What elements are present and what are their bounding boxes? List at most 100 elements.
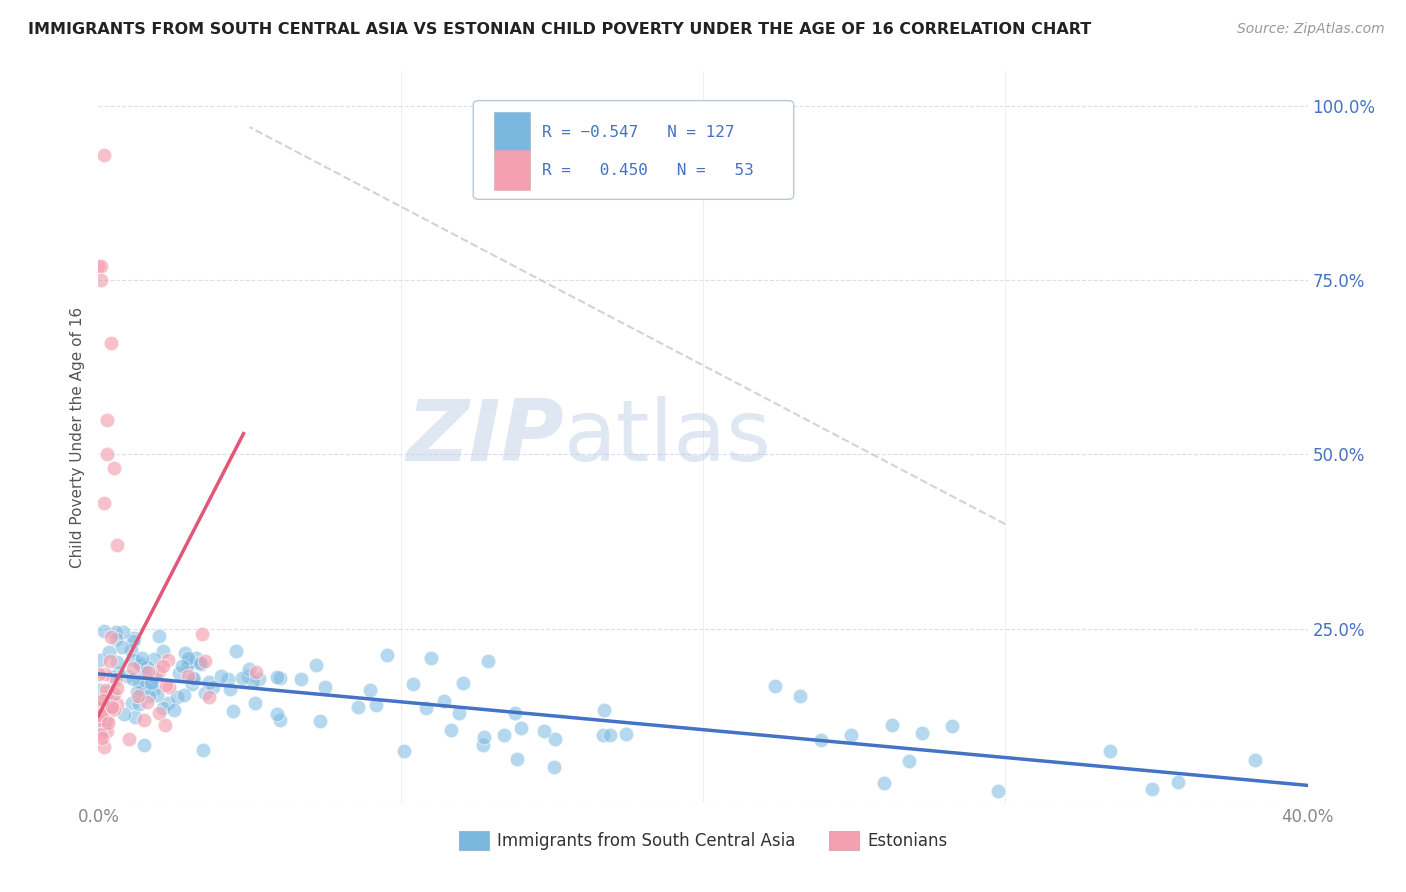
Point [93, 713, 115, 727]
Point [91, 700, 114, 714]
Point [104, 624, 127, 639]
Point [347, 699, 370, 714]
Point [128, 673, 150, 688]
Point [157, 653, 180, 667]
Point [193, 742, 215, 756]
Point [115, 668, 138, 682]
Point [94, 683, 117, 698]
Point [184, 651, 207, 665]
Point [198, 690, 221, 704]
Text: atlas: atlas [564, 395, 772, 479]
Point [1099, 744, 1122, 758]
Point [177, 651, 200, 665]
Point [290, 672, 312, 686]
Point [789, 690, 811, 704]
Point [217, 672, 239, 686]
Point [122, 653, 145, 667]
Y-axis label: Child Poverty Under the Age of 16: Child Poverty Under the Age of 16 [70, 307, 86, 567]
Point [146, 688, 169, 702]
Point [120, 642, 142, 657]
Point [104, 672, 127, 686]
Point [194, 654, 217, 668]
Point [433, 694, 456, 708]
Point [143, 652, 166, 666]
Point [451, 675, 474, 690]
Point [183, 673, 205, 687]
Point [447, 706, 470, 720]
Point [309, 714, 332, 728]
Point [90, 727, 112, 741]
Point [1167, 775, 1189, 789]
Point [98, 645, 121, 659]
Point [100, 630, 122, 644]
Point [89, 667, 111, 681]
Point [269, 713, 291, 727]
Point [188, 656, 211, 670]
Point [93, 740, 115, 755]
Point [375, 648, 398, 662]
Point [941, 719, 963, 733]
Point [112, 706, 135, 721]
Point [506, 752, 529, 766]
FancyBboxPatch shape [474, 101, 793, 200]
Point [191, 627, 214, 641]
Point [163, 703, 186, 717]
Point [93, 722, 115, 736]
Point [266, 706, 288, 721]
Point [219, 682, 242, 697]
Point [134, 665, 156, 680]
Point [509, 722, 531, 736]
Point [100, 336, 122, 351]
Point [121, 634, 143, 648]
Point [492, 728, 515, 742]
Point [366, 698, 388, 712]
Point [89, 699, 111, 714]
Point [143, 682, 166, 697]
Point [89, 683, 111, 698]
Point [304, 658, 326, 673]
Point [359, 683, 381, 698]
Point [190, 657, 212, 672]
Point [93, 624, 115, 639]
Point [103, 702, 125, 716]
Point [122, 631, 145, 645]
Point [89, 653, 111, 667]
Point [87, 693, 110, 707]
Point [128, 656, 150, 670]
Point [90, 273, 112, 287]
Point [156, 696, 179, 710]
Point [236, 669, 259, 683]
Point [533, 723, 555, 738]
Point [103, 670, 125, 684]
Point [97, 716, 120, 731]
Point [93, 706, 115, 720]
Point [238, 662, 260, 676]
Text: Source: ZipAtlas.com: Source: ZipAtlas.com [1237, 22, 1385, 37]
Point [104, 632, 127, 646]
Point [225, 644, 247, 658]
Point [132, 738, 155, 752]
Point [90, 260, 112, 274]
Point [592, 728, 614, 742]
Point [152, 659, 174, 673]
Point [222, 705, 245, 719]
Point [96, 724, 118, 739]
Point [763, 680, 786, 694]
Point [169, 666, 191, 681]
Point [127, 690, 149, 704]
Point [103, 461, 125, 475]
Point [136, 695, 159, 709]
Point [103, 687, 125, 701]
Point [131, 684, 153, 698]
Point [245, 665, 267, 679]
Point [100, 700, 122, 714]
Point [132, 679, 155, 693]
Point [198, 675, 221, 690]
Point [543, 732, 565, 747]
Point [96, 713, 118, 727]
Point [173, 689, 195, 703]
Point [152, 644, 174, 658]
Point [105, 681, 128, 695]
Point [98, 705, 121, 719]
Point [839, 728, 862, 742]
